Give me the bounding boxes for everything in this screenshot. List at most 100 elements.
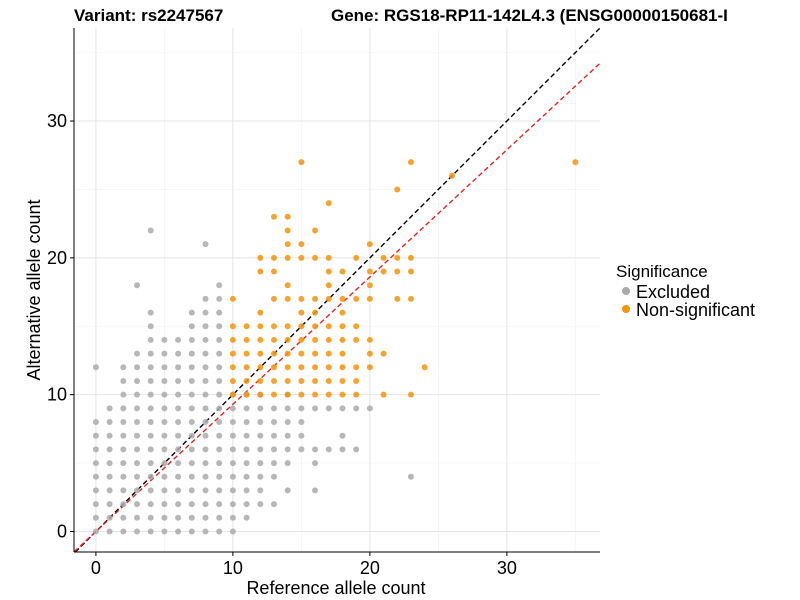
data-point-non-significant (407, 268, 414, 275)
data-point-non-significant (325, 350, 332, 357)
data-point-non-significant (270, 268, 277, 275)
data-point-non-significant (270, 254, 277, 261)
data-point-non-significant (325, 336, 332, 343)
data-point-excluded (161, 528, 168, 535)
data-point-excluded (92, 419, 99, 426)
data-point-excluded (257, 501, 264, 508)
data-point-non-significant (229, 295, 236, 302)
data-point-excluded (147, 377, 154, 384)
x-tick-label: 30 (497, 558, 517, 578)
data-point-non-significant (312, 323, 319, 330)
y-tick-label: 10 (47, 385, 67, 405)
data-point-excluded (202, 514, 209, 521)
data-point-excluded (270, 473, 277, 480)
data-point-excluded (134, 377, 141, 384)
data-point-excluded (216, 514, 223, 521)
data-points (92, 159, 579, 535)
data-point-non-significant (284, 295, 291, 302)
data-point-excluded (298, 405, 305, 412)
data-point-non-significant (339, 268, 346, 275)
legend-swatch-non-significant (622, 305, 630, 313)
data-point-excluded (202, 487, 209, 494)
data-point-excluded (243, 514, 250, 521)
data-point-non-significant (298, 377, 305, 384)
data-point-excluded (175, 473, 182, 480)
data-point-excluded (147, 446, 154, 453)
data-point-excluded (407, 473, 414, 480)
data-point-excluded (147, 514, 154, 521)
data-point-excluded (257, 473, 264, 480)
data-point-excluded (243, 446, 250, 453)
data-point-excluded (188, 446, 195, 453)
data-point-excluded (188, 419, 195, 426)
data-point-excluded (229, 419, 236, 426)
data-point-excluded (202, 419, 209, 426)
data-point-excluded (147, 419, 154, 426)
data-point-non-significant (298, 391, 305, 398)
data-point-excluded (134, 432, 141, 439)
data-point-excluded (188, 514, 195, 521)
data-point-non-significant (366, 282, 373, 289)
legend-swatch-excluded (622, 287, 630, 295)
data-point-excluded (120, 501, 127, 508)
data-point-excluded (106, 528, 113, 535)
data-point-non-significant (339, 350, 346, 357)
data-point-excluded (202, 241, 209, 248)
data-point-non-significant (298, 364, 305, 371)
data-point-excluded (270, 405, 277, 412)
data-point-non-significant (270, 391, 277, 398)
data-point-excluded (270, 446, 277, 453)
data-point-excluded (216, 432, 223, 439)
data-point-excluded (120, 419, 127, 426)
data-point-non-significant (353, 323, 360, 330)
data-point-excluded (216, 473, 223, 480)
data-point-excluded (202, 309, 209, 316)
data-point-excluded (106, 473, 113, 480)
legend-label-excluded: Excluded (636, 282, 710, 302)
data-point-excluded (147, 350, 154, 357)
data-point-excluded (188, 501, 195, 508)
data-point-excluded (147, 528, 154, 535)
data-point-non-significant (284, 364, 291, 371)
data-point-excluded (120, 528, 127, 535)
data-point-excluded (257, 405, 264, 412)
data-point-excluded (216, 350, 223, 357)
data-point-excluded (161, 473, 168, 480)
data-point-excluded (257, 446, 264, 453)
data-point-non-significant (380, 391, 387, 398)
data-point-excluded (161, 364, 168, 371)
data-point-excluded (243, 487, 250, 494)
data-point-excluded (188, 336, 195, 343)
data-point-excluded (161, 514, 168, 521)
data-point-non-significant (270, 377, 277, 384)
data-point-excluded (134, 473, 141, 480)
data-point-excluded (216, 501, 223, 508)
data-point-excluded (161, 419, 168, 426)
y-tick-label: 30 (47, 111, 67, 131)
data-point-excluded (161, 391, 168, 398)
data-point-excluded (147, 487, 154, 494)
data-point-non-significant (270, 336, 277, 343)
data-point-excluded (106, 419, 113, 426)
data-point-excluded (92, 460, 99, 467)
data-point-excluded (270, 460, 277, 467)
data-point-excluded (202, 391, 209, 398)
data-point-non-significant (257, 336, 264, 343)
data-point-excluded (216, 391, 223, 398)
data-point-excluded (147, 501, 154, 508)
data-point-excluded (120, 514, 127, 521)
data-point-excluded (134, 460, 141, 467)
data-point-excluded (120, 487, 127, 494)
data-point-excluded (92, 487, 99, 494)
data-point-excluded (216, 460, 223, 467)
data-point-excluded (161, 432, 168, 439)
data-point-excluded (353, 446, 360, 453)
data-point-excluded (161, 336, 168, 343)
data-point-excluded (147, 391, 154, 398)
data-point-excluded (175, 514, 182, 521)
data-point-excluded (92, 446, 99, 453)
y-tick-label: 20 (47, 248, 67, 268)
data-point-excluded (216, 405, 223, 412)
data-point-non-significant (229, 377, 236, 384)
data-point-excluded (339, 446, 346, 453)
